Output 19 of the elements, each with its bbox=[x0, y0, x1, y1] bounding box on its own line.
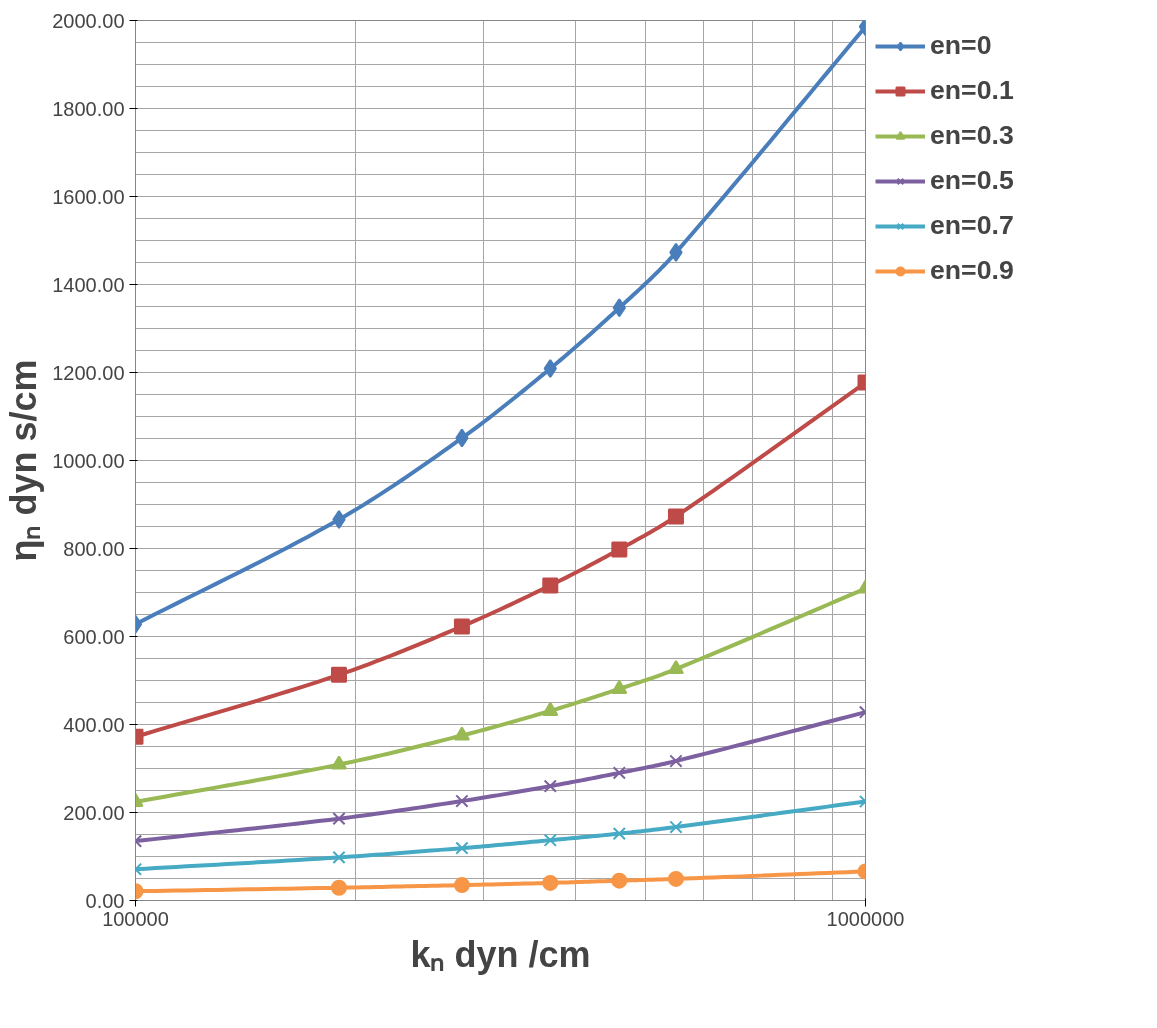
legend-label: en=0 bbox=[930, 30, 992, 61]
legend-label: en=0.5 bbox=[930, 165, 1014, 196]
y-tick-label: 1000.00 bbox=[52, 449, 125, 472]
x-axis-title: kₙ dyn /cm bbox=[410, 933, 591, 975]
y-tick-label: 1800.00 bbox=[52, 97, 125, 120]
y-tick-label: 400.00 bbox=[63, 713, 125, 736]
y-tick-label: 2000.00 bbox=[52, 9, 125, 32]
y-tick-label: 1600.00 bbox=[52, 185, 125, 208]
y-tick-label: 200.00 bbox=[63, 801, 125, 824]
y-tick-label: 800.00 bbox=[63, 537, 125, 560]
y-axis-title: ηₙ dyn s/cm bbox=[3, 359, 45, 562]
legend-label: en=0.7 bbox=[930, 210, 1014, 241]
y-tick-label: 600.00 bbox=[63, 625, 125, 648]
legend-label: en=0.3 bbox=[930, 120, 1014, 151]
x-tick-label: 1000000 bbox=[826, 907, 905, 930]
legend-label: en=0.9 bbox=[930, 255, 1014, 286]
legend-label: en=0.1 bbox=[930, 75, 1014, 106]
y-tick-label: 1200.00 bbox=[52, 361, 125, 384]
y-tick-label: 1400.00 bbox=[52, 273, 125, 296]
